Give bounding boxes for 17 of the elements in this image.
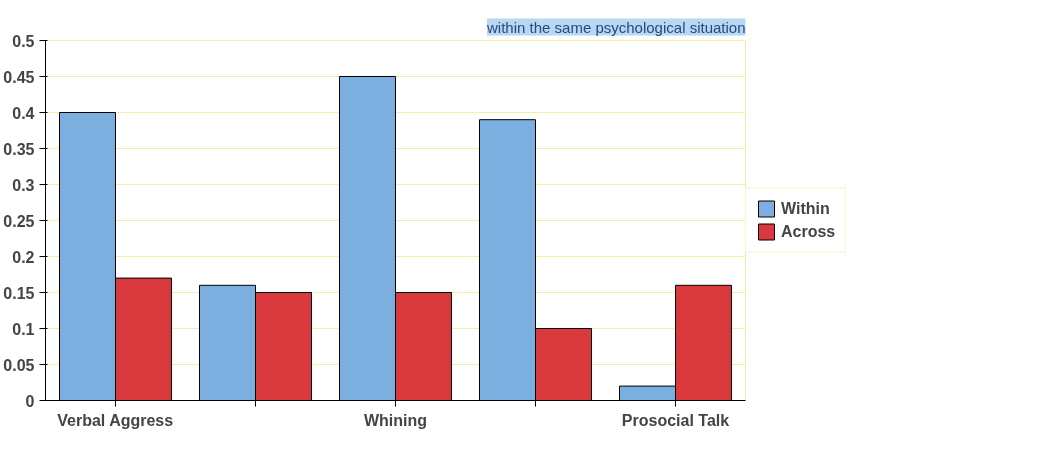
y-tick-label: 0.3 <box>12 176 35 194</box>
y-tick-label: 0.4 <box>12 104 35 122</box>
x-tick-label: Whining <box>363 411 428 429</box>
y-tick-label: 0 <box>25 392 35 410</box>
x-tick-label: Verbal Aggress <box>57 411 174 429</box>
legend-label: Across <box>781 222 836 241</box>
y-tick-label: 0.25 <box>3 212 35 230</box>
y-tick-label: 0.45 <box>3 68 35 86</box>
y-tick-label: 0.2 <box>12 248 35 266</box>
y-tick-label: 0.1 <box>12 320 35 338</box>
y-tick-label: 0.15 <box>3 284 35 302</box>
y-tick-label: 0.05 <box>3 356 35 374</box>
y-tick-label: 0.35 <box>3 140 35 158</box>
text: within the same psychological situation <box>486 18 746 36</box>
legend-label: Within <box>781 199 830 218</box>
x-tick-label: Prosocial Talk <box>621 411 730 429</box>
y-tick-label: 0.5 <box>12 32 35 50</box>
